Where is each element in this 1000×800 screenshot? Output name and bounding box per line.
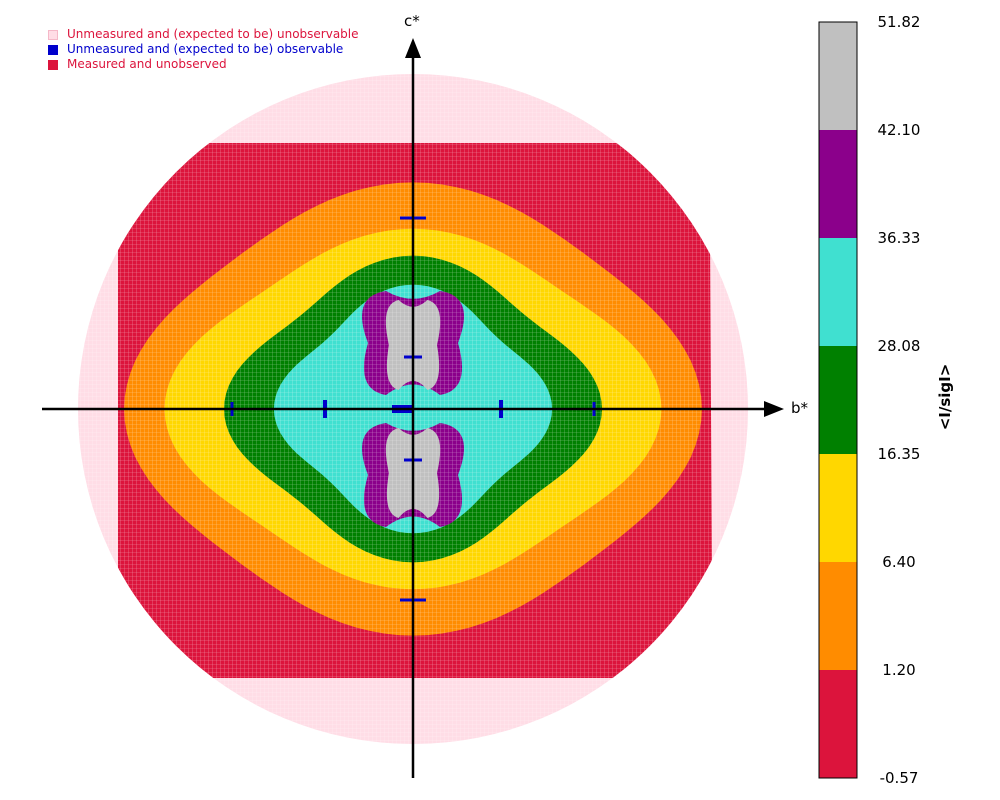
colorbar-band bbox=[819, 562, 857, 670]
colorbar-frame bbox=[818, 21, 858, 779]
legend: Unmeasured and (expected to be) unobserv… bbox=[48, 27, 359, 72]
legend-item-measured-unobserved: Measured and unobserved bbox=[48, 57, 359, 72]
c-axis-arrow bbox=[405, 38, 421, 58]
colorbar-tick-label: 42.10 bbox=[877, 121, 921, 139]
colorbar-tick-label: -0.57 bbox=[879, 769, 919, 787]
legend-label: Unmeasured and (expected to be) observab… bbox=[67, 42, 344, 56]
colorbar-band bbox=[819, 346, 857, 454]
b-axis-arrow bbox=[764, 401, 784, 417]
legend-swatch bbox=[48, 29, 58, 40]
colorbar-tick-label: 28.08 bbox=[877, 337, 921, 355]
b-star-axis-label: b* bbox=[791, 399, 809, 417]
colorbar-band bbox=[819, 130, 857, 238]
colorbar-band bbox=[819, 454, 857, 562]
colorbar bbox=[818, 21, 858, 779]
legend-label: Measured and unobserved bbox=[67, 57, 227, 71]
colorbar-tick-label: 36.33 bbox=[877, 229, 921, 247]
colorbar-title: <I/sigI> bbox=[936, 363, 954, 431]
colorbar-tick-label: 16.35 bbox=[877, 445, 921, 463]
colorbar-tick-label: 1.20 bbox=[882, 661, 916, 679]
legend-swatch bbox=[48, 59, 58, 70]
legend-swatch bbox=[48, 44, 58, 55]
colorbar-band bbox=[819, 670, 857, 778]
axes bbox=[42, 38, 784, 778]
legend-item-unmeasured-observable: Unmeasured and (expected to be) observab… bbox=[48, 42, 359, 57]
colorbar-band bbox=[819, 238, 857, 346]
colorbar-band bbox=[819, 22, 857, 130]
colorbar-tick-label: 6.40 bbox=[882, 553, 916, 571]
c-star-axis-label: c* bbox=[404, 12, 420, 30]
legend-item-unmeasured-unobservable: Unmeasured and (expected to be) unobserv… bbox=[48, 27, 359, 42]
legend-label: Unmeasured and (expected to be) unobserv… bbox=[67, 27, 359, 41]
colorbar-tick-label: 51.82 bbox=[877, 13, 921, 31]
